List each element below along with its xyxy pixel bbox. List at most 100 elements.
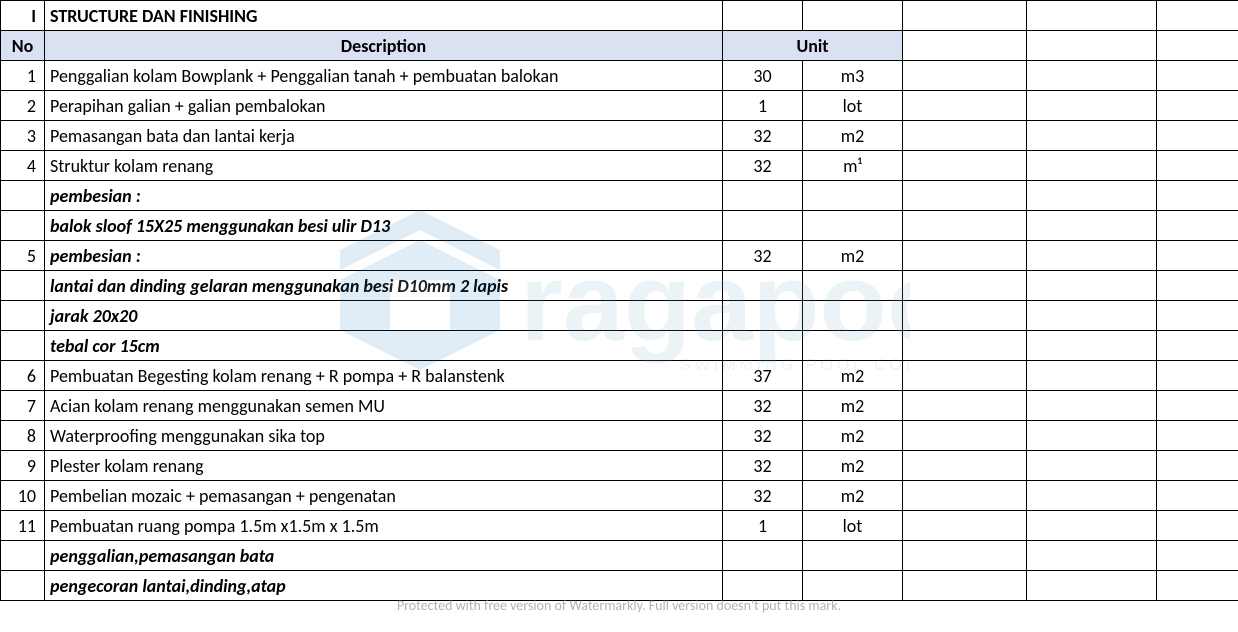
cell-desc: Penggalian kolam Bowplank + Penggalian t… <box>45 61 723 91</box>
cell <box>1027 241 1157 271</box>
cell <box>903 61 1027 91</box>
cell-qty <box>723 541 803 571</box>
cell-unit: m2 <box>803 451 903 481</box>
cell-desc: Pemasangan bata dan lantai kerja <box>45 121 723 151</box>
cell <box>1157 121 1238 151</box>
spec-table: ISTRUCTURE DAN FINISHINGNoDescriptionUni… <box>0 0 1238 601</box>
table-row: 10Pembelian mozaic + pemasangan + pengen… <box>1 481 1238 511</box>
cell <box>903 91 1027 121</box>
cell-no: 6 <box>1 361 45 391</box>
table-row: jarak 20x20 <box>1 301 1238 331</box>
cell <box>903 1 1027 31</box>
cell <box>1027 571 1157 601</box>
cell <box>1027 391 1157 421</box>
cell-qty <box>723 211 803 241</box>
cell <box>723 1 803 31</box>
table-row: 2Perapihan galian + galian pembalokan1lo… <box>1 91 1238 121</box>
cell <box>1027 151 1157 181</box>
cell-desc: Pembuatan Begesting kolam renang + R pom… <box>45 361 723 391</box>
cell-no: 10 <box>1 481 45 511</box>
cell-qty: 32 <box>723 241 803 271</box>
cell <box>903 301 1027 331</box>
cell-qty <box>723 271 803 301</box>
cell <box>903 31 1027 61</box>
header-unit: Unit <box>723 31 903 61</box>
section-title: STRUCTURE DAN FINISHING <box>45 1 723 31</box>
cell <box>1027 421 1157 451</box>
cell <box>1157 451 1238 481</box>
cell-qty <box>723 301 803 331</box>
cell-desc: Plester kolam renang <box>45 451 723 481</box>
header-row: NoDescriptionUnit <box>1 31 1238 61</box>
cell <box>903 541 1027 571</box>
cell <box>1027 91 1157 121</box>
cell-qty <box>723 331 803 361</box>
cell <box>1157 211 1238 241</box>
cell-qty: 32 <box>723 421 803 451</box>
cell <box>903 361 1027 391</box>
cell-no: 3 <box>1 121 45 151</box>
cell <box>1157 511 1238 541</box>
cell <box>1157 181 1238 211</box>
cell-no: 4 <box>1 151 45 181</box>
cell-unit: lot <box>803 91 903 121</box>
cell-unit <box>803 211 903 241</box>
table-row: pembesian : <box>1 181 1238 211</box>
cell <box>1027 301 1157 331</box>
cell-no: 1 <box>1 61 45 91</box>
cell-unit: m2 <box>803 121 903 151</box>
table-row: 9Plester kolam renang32m2 <box>1 451 1238 481</box>
cell-desc: balok sloof 15X25 menggunakan besi ulir … <box>45 211 723 241</box>
cell <box>903 391 1027 421</box>
cell-no <box>1 271 45 301</box>
cell <box>1157 331 1238 361</box>
cell-desc: Pembelian mozaic + pemasangan + pengenat… <box>45 481 723 511</box>
cell-no: 5 <box>1 241 45 271</box>
cell-unit: m¹ <box>803 151 903 181</box>
table-row: penggalian,pemasangan bata <box>1 541 1238 571</box>
table-row: pengecoran lantai,dinding,atap <box>1 571 1238 601</box>
cell <box>1157 271 1238 301</box>
cell-desc: Pembuatan ruang pompa 1.5m x1.5m x 1.5m <box>45 511 723 541</box>
cell <box>903 211 1027 241</box>
cell <box>1157 361 1238 391</box>
table-row: 1Penggalian kolam Bowplank + Penggalian … <box>1 61 1238 91</box>
table-row: lantai dan dinding gelaran menggunakan b… <box>1 271 1238 301</box>
cell <box>903 121 1027 151</box>
cell-desc: pembesian : <box>45 181 723 211</box>
cell <box>903 451 1027 481</box>
cell-no <box>1 541 45 571</box>
table-row: balok sloof 15X25 menggunakan besi ulir … <box>1 211 1238 241</box>
cell-qty: 32 <box>723 121 803 151</box>
cell <box>1157 541 1238 571</box>
cell <box>1157 31 1238 61</box>
cell <box>1157 481 1238 511</box>
cell-unit: m2 <box>803 241 903 271</box>
cell-qty: 30 <box>723 61 803 91</box>
cell-qty: 1 <box>723 511 803 541</box>
cell <box>1027 121 1157 151</box>
cell <box>903 331 1027 361</box>
cell <box>903 181 1027 211</box>
cell-desc: Acian kolam renang menggunakan semen MU <box>45 391 723 421</box>
cell <box>1027 61 1157 91</box>
cell <box>903 571 1027 601</box>
cell <box>1157 61 1238 91</box>
cell-no: 9 <box>1 451 45 481</box>
cell <box>1157 571 1238 601</box>
cell-no: 11 <box>1 511 45 541</box>
cell-unit <box>803 541 903 571</box>
cell-qty: 37 <box>723 361 803 391</box>
cell-no: 8 <box>1 421 45 451</box>
table-row: 7Acian kolam renang menggunakan semen MU… <box>1 391 1238 421</box>
cell-no: 2 <box>1 91 45 121</box>
header-desc: Description <box>45 31 723 61</box>
cell <box>903 481 1027 511</box>
cell-unit <box>803 271 903 301</box>
cell-unit: m2 <box>803 361 903 391</box>
cell-unit: lot <box>803 511 903 541</box>
section-row: ISTRUCTURE DAN FINISHING <box>1 1 1238 31</box>
cell <box>903 421 1027 451</box>
cell <box>1157 241 1238 271</box>
cell-desc: penggalian,pemasangan bata <box>45 541 723 571</box>
